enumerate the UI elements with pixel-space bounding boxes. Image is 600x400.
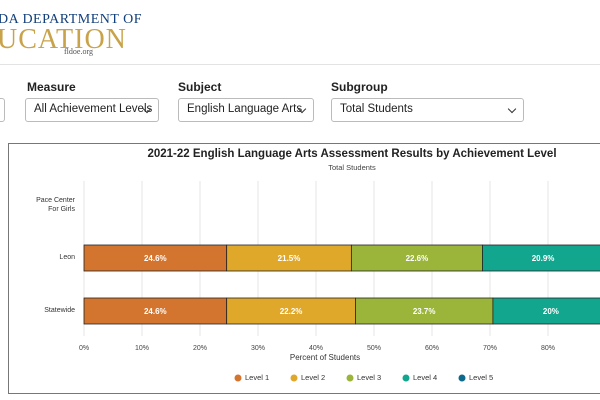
legend-marker <box>402 374 410 382</box>
legend-marker <box>234 374 242 382</box>
bar-segment <box>83 244 228 272</box>
value-label: 22.6% <box>406 254 429 263</box>
chart-title: 2021-22 English Language Arts Assessment… <box>147 148 556 160</box>
bar-segment <box>355 297 494 325</box>
legend-marker <box>458 374 466 382</box>
x-tick-label: 80% <box>541 345 555 352</box>
logo-line1: DA DEPARTMENT OF <box>0 12 143 27</box>
filter-label: Measure <box>27 80 76 94</box>
filter-label: Subgroup <box>331 80 388 94</box>
bar-segment <box>492 297 600 325</box>
legend-label: Level 5 <box>469 373 493 382</box>
legend-marker <box>346 374 354 382</box>
x-tick-label: 40% <box>309 345 323 352</box>
value-label: 24.6% <box>144 307 167 316</box>
y-tick-label: Pace Center For Girls <box>36 197 75 213</box>
value-label: 24.6% <box>144 254 167 263</box>
value-label: 21.5% <box>278 254 301 263</box>
legend-label: Level 1 <box>245 373 269 382</box>
legend-label: Level 2 <box>301 373 325 382</box>
y-tick-label: Statewide <box>44 306 75 314</box>
value-label: 20% <box>543 307 559 316</box>
filter-label: Subject <box>178 80 222 94</box>
filter-select[interactable]: All Achievement Levels <box>25 98 159 122</box>
logo-line2: UCATION <box>0 24 127 55</box>
x-axis-label: Percent of Students <box>290 353 360 362</box>
value-label: 23.7% <box>413 307 436 316</box>
bar-segment <box>83 297 228 325</box>
x-tick-label: 20% <box>193 345 207 352</box>
x-tick-label: 30% <box>251 345 265 352</box>
divider <box>0 64 600 65</box>
legend-label: Level 4 <box>413 373 437 382</box>
chart-subtitle: Total Students <box>328 163 376 172</box>
logo-site: fldoe.org <box>64 47 93 56</box>
value-label: 20.9% <box>532 254 555 263</box>
filter-select[interactable]: Total Students <box>331 98 524 122</box>
cropped-select[interactable] <box>0 98 5 122</box>
value-label: 22.2% <box>280 307 303 316</box>
filter-select[interactable]: English Language Arts <box>178 98 314 122</box>
bar-segment <box>350 244 483 272</box>
bar-segment <box>226 297 356 325</box>
bar-segment <box>482 244 600 272</box>
x-tick-label: 70% <box>483 345 497 352</box>
chart: 2021-22 English Language Arts Assessment… <box>8 143 600 394</box>
y-tick-label: Leon <box>59 253 75 261</box>
x-tick-label: 50% <box>367 345 381 352</box>
x-tick-label: 60% <box>425 345 439 352</box>
x-tick-label: 10% <box>135 345 149 352</box>
x-tick-label: 0% <box>79 345 89 352</box>
legend-label: Level 3 <box>357 373 381 382</box>
legend-marker <box>290 374 298 382</box>
